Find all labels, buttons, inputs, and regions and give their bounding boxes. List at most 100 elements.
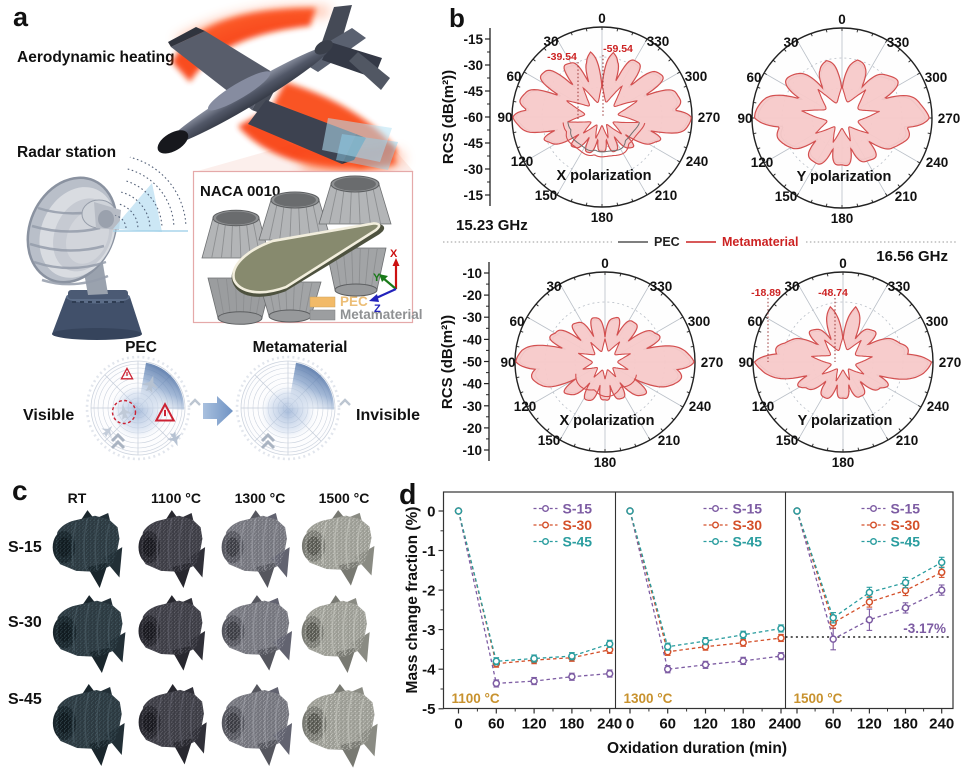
svg-text:1300 °C: 1300 °C bbox=[235, 490, 286, 506]
svg-text:S-30: S-30 bbox=[733, 517, 763, 533]
svg-text:-4: -4 bbox=[422, 662, 436, 679]
svg-text:210: 210 bbox=[655, 188, 678, 203]
svg-text:-2: -2 bbox=[422, 583, 435, 600]
svg-text:270: 270 bbox=[939, 355, 962, 370]
svg-text:300: 300 bbox=[925, 70, 948, 85]
svg-text:180: 180 bbox=[594, 455, 617, 470]
svg-text:240: 240 bbox=[929, 716, 954, 733]
svg-text:S-15: S-15 bbox=[8, 539, 42, 556]
svg-text:-18.89: -18.89 bbox=[751, 287, 781, 299]
svg-text:-3.17%: -3.17% bbox=[903, 621, 946, 636]
svg-text:330: 330 bbox=[887, 35, 910, 50]
svg-text:0: 0 bbox=[427, 504, 435, 521]
svg-text:270: 270 bbox=[938, 111, 961, 126]
svg-text:-50: -50 bbox=[462, 355, 482, 370]
svg-text:-20: -20 bbox=[462, 288, 482, 303]
svg-text:Visible: Visible bbox=[23, 407, 74, 424]
svg-text:0: 0 bbox=[839, 256, 847, 271]
svg-text:240: 240 bbox=[927, 399, 950, 414]
svg-text:-40: -40 bbox=[462, 377, 482, 392]
svg-text:S-15: S-15 bbox=[563, 501, 593, 517]
svg-text:120: 120 bbox=[511, 154, 534, 169]
svg-text:330: 330 bbox=[888, 279, 911, 294]
svg-text:330: 330 bbox=[647, 34, 670, 49]
svg-text:Metamaterial: Metamaterial bbox=[253, 339, 348, 356]
svg-text:Oxidation duration (min): Oxidation duration (min) bbox=[607, 740, 787, 757]
svg-text:Z: Z bbox=[374, 303, 381, 315]
svg-text:120: 120 bbox=[751, 155, 774, 170]
svg-text:-48.74: -48.74 bbox=[818, 287, 848, 299]
svg-text:240: 240 bbox=[768, 716, 793, 733]
svg-text:16.56 GHz: 16.56 GHz bbox=[876, 248, 948, 265]
svg-text:Invisible: Invisible bbox=[356, 407, 420, 424]
svg-text:NACA 0010: NACA 0010 bbox=[200, 183, 280, 200]
svg-text:S-15: S-15 bbox=[733, 501, 763, 517]
svg-text:-15: -15 bbox=[463, 188, 483, 203]
svg-text:1300 °C: 1300 °C bbox=[624, 691, 673, 706]
svg-text:1500 °C: 1500 °C bbox=[794, 691, 843, 706]
svg-text:-59.54: -59.54 bbox=[603, 43, 633, 55]
svg-text:S-30: S-30 bbox=[891, 517, 921, 533]
svg-text:X polarization: X polarization bbox=[559, 413, 654, 429]
svg-text:-30: -30 bbox=[463, 58, 483, 73]
svg-text:-3: -3 bbox=[422, 622, 435, 639]
svg-text:-30: -30 bbox=[463, 162, 483, 177]
svg-text:Aerodynamic heating: Aerodynamic heating bbox=[17, 49, 175, 66]
svg-text:150: 150 bbox=[538, 433, 561, 448]
svg-text:-10: -10 bbox=[462, 266, 482, 281]
svg-text:330: 330 bbox=[650, 279, 673, 294]
svg-text:180: 180 bbox=[559, 716, 584, 733]
svg-text:-39.54: -39.54 bbox=[547, 51, 577, 63]
svg-text:RT: RT bbox=[68, 490, 87, 506]
svg-text:1100 °C: 1100 °C bbox=[151, 490, 201, 506]
svg-text:120: 120 bbox=[514, 399, 537, 414]
svg-text:60: 60 bbox=[825, 716, 842, 733]
svg-text:90: 90 bbox=[497, 110, 512, 125]
svg-text:Y polarization: Y polarization bbox=[798, 413, 893, 429]
svg-text:30: 30 bbox=[784, 279, 799, 294]
svg-text:120: 120 bbox=[693, 716, 718, 733]
svg-text:120: 120 bbox=[857, 716, 882, 733]
svg-text:-10: -10 bbox=[462, 443, 482, 458]
svg-text:Y polarization: Y polarization bbox=[797, 169, 892, 185]
svg-text:60: 60 bbox=[746, 70, 761, 85]
svg-text:-20: -20 bbox=[462, 421, 482, 436]
svg-text:-45: -45 bbox=[463, 84, 483, 99]
svg-text:90: 90 bbox=[500, 355, 515, 370]
svg-text:60: 60 bbox=[506, 69, 521, 84]
svg-text:150: 150 bbox=[775, 189, 798, 204]
svg-text:-45: -45 bbox=[463, 136, 483, 151]
svg-text:180: 180 bbox=[831, 211, 854, 226]
svg-text:-30: -30 bbox=[462, 310, 482, 325]
svg-text:210: 210 bbox=[896, 433, 919, 448]
svg-text:Metamaterial: Metamaterial bbox=[340, 307, 423, 322]
svg-text:S-30: S-30 bbox=[8, 614, 42, 631]
svg-text:180: 180 bbox=[893, 716, 918, 733]
svg-text:210: 210 bbox=[895, 189, 918, 204]
svg-text:0: 0 bbox=[626, 716, 634, 733]
svg-text:60: 60 bbox=[509, 314, 524, 329]
svg-text:240: 240 bbox=[689, 399, 712, 414]
svg-text:0: 0 bbox=[793, 716, 801, 733]
svg-text:120: 120 bbox=[522, 716, 547, 733]
svg-text:S-45: S-45 bbox=[563, 534, 593, 550]
svg-text:PEC: PEC bbox=[340, 294, 368, 309]
svg-text:Mass change fraction (%): Mass change fraction (%) bbox=[404, 507, 421, 694]
svg-text:90: 90 bbox=[737, 111, 752, 126]
svg-text:0: 0 bbox=[601, 256, 609, 271]
svg-text:b: b bbox=[449, 3, 465, 33]
svg-text:Radar station: Radar station bbox=[17, 144, 116, 161]
svg-text:X: X bbox=[390, 248, 398, 260]
svg-text:180: 180 bbox=[832, 455, 855, 470]
svg-text:-60: -60 bbox=[463, 110, 483, 125]
svg-text:90: 90 bbox=[738, 355, 753, 370]
svg-text:RCS (dB(m²)): RCS (dB(m²)) bbox=[440, 70, 457, 164]
svg-text:210: 210 bbox=[658, 433, 681, 448]
svg-text:0: 0 bbox=[598, 11, 606, 26]
svg-text:240: 240 bbox=[597, 716, 622, 733]
svg-text:-30: -30 bbox=[462, 399, 482, 414]
svg-text:30: 30 bbox=[783, 35, 798, 50]
svg-text:180: 180 bbox=[591, 210, 614, 225]
svg-text:-1: -1 bbox=[422, 543, 435, 560]
svg-text:300: 300 bbox=[685, 69, 708, 84]
